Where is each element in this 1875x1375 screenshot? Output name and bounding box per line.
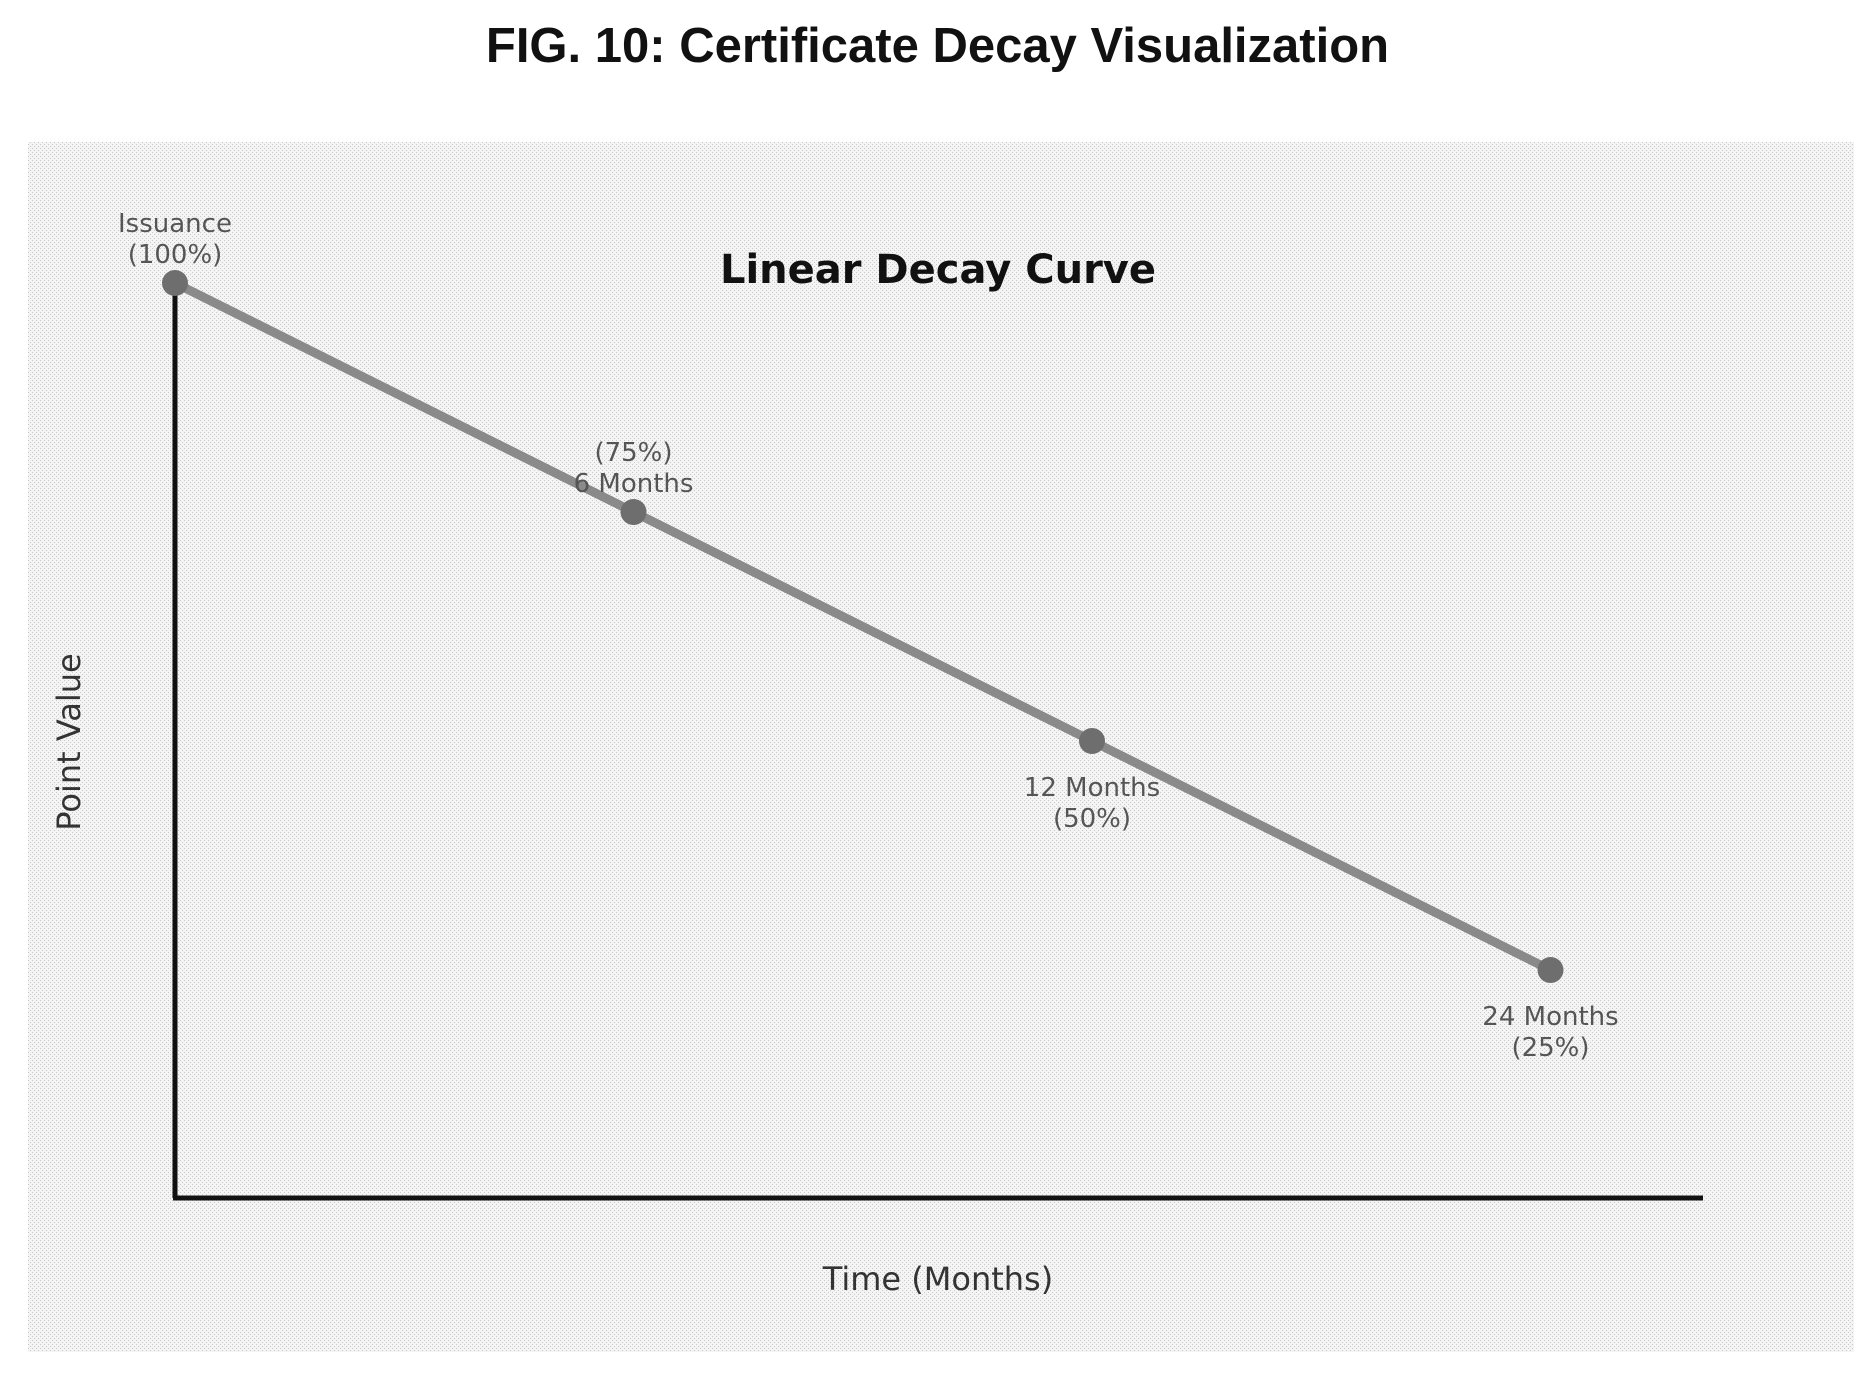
data-label-2-1: (50%) — [1053, 804, 1131, 834]
data-label-0-1: (100%) — [128, 240, 223, 270]
data-label-3-0: 24 Months — [1482, 1002, 1618, 1032]
data-point-0 — [162, 270, 188, 296]
x-axis-label: Time (Months) — [822, 1260, 1053, 1298]
data-label-0-0: Issuance — [118, 209, 232, 239]
data-label-1-0: (75%) — [594, 438, 672, 468]
y-axis-label: Point Value — [50, 653, 88, 831]
data-point-3 — [1537, 957, 1564, 983]
data-label-2-0: 12 Months — [1024, 773, 1160, 803]
chart-title: Linear Decay Curve — [720, 247, 1156, 293]
data-point-1 — [620, 499, 647, 525]
data-label-1-1: 6 Months — [574, 469, 694, 499]
series-layer: Issuance(100%) (75%)6 Months 12 Months(50%… — [118, 209, 1619, 1063]
data-point-2 — [1079, 728, 1105, 754]
series-line — [170, 278, 1555, 975]
data-label-3-1: (25%) — [1511, 1033, 1589, 1063]
plot-panel — [28, 142, 1854, 1352]
figure-title: FIG. 10: Certificate Decay Visualization — [485, 19, 1390, 73]
